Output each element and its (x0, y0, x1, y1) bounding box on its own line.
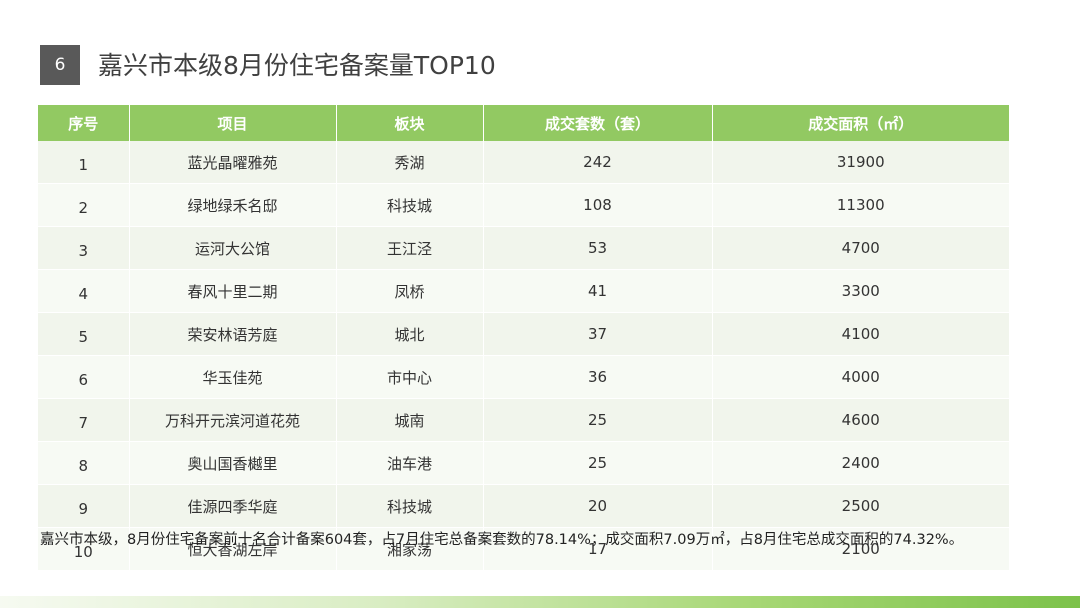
decorative-bottom-bar (0, 596, 1080, 608)
cell-units: 25 (483, 441, 713, 485)
cell-rank: 1 (38, 141, 130, 184)
table-row: 8 奥山国香樾里 油车港 25 2400 (38, 441, 1009, 485)
cell-rank: 9 (38, 484, 130, 528)
cell-project: 绿地绿禾名邸 (129, 183, 337, 227)
summary-note: 嘉兴市本级，8月份住宅备案前十名合计备案604套，占7月住宅总备案套数的78.1… (40, 532, 964, 548)
cell-area: 4100 (712, 312, 1009, 356)
cell-project: 春风十里二期 (129, 269, 337, 313)
cell-project: 蓝光晶曜雅苑 (129, 141, 337, 184)
header-project: 项目 (129, 105, 337, 141)
cell-rank: 5 (38, 312, 130, 356)
cell-district: 市中心 (336, 355, 484, 399)
ranking-table-container: 序号 项目 板块 成交套数（套） 成交面积（㎡） 1 蓝光晶曜雅苑 秀湖 242… (38, 105, 1009, 571)
cell-project: 佳源四季华庭 (129, 484, 337, 528)
table-row: 7 万科开元滨河道花苑 城南 25 4600 (38, 398, 1009, 442)
cell-units: 36 (483, 355, 713, 399)
slide-number-badge: 6 (40, 45, 80, 85)
cell-project: 恒大香湖左岸 (129, 527, 337, 571)
header-units: 成交套数（套） (483, 105, 713, 141)
cell-area: 2100 (712, 527, 1009, 571)
cell-rank: 6 (38, 355, 130, 399)
table-row: 2 绿地绿禾名邸 科技城 108 11300 (38, 183, 1009, 227)
cell-units: 53 (483, 226, 713, 270)
cell-district: 科技城 (336, 484, 484, 528)
cell-project: 运河大公馆 (129, 226, 337, 270)
cell-project: 万科开元滨河道花苑 (129, 398, 337, 442)
table-row: 3 运河大公馆 王江泾 53 4700 (38, 226, 1009, 270)
slide-number: 6 (54, 55, 66, 75)
cell-rank: 7 (38, 398, 130, 442)
cell-rank: 10 (38, 527, 130, 571)
cell-area: 4600 (712, 398, 1009, 442)
table-row: 1 蓝光晶曜雅苑 秀湖 242 31900 (38, 141, 1009, 184)
page-title: 嘉兴市本级8月份住宅备案量TOP10 (98, 51, 496, 80)
cell-district: 王江泾 (336, 226, 484, 270)
cell-district: 城北 (336, 312, 484, 356)
table-row: 9 佳源四季华庭 科技城 20 2500 (38, 484, 1009, 528)
cell-district: 科技城 (336, 183, 484, 227)
cell-rank: 2 (38, 183, 130, 227)
table-row: 5 荣安林语芳庭 城北 37 4100 (38, 312, 1009, 356)
ranking-table: 序号 项目 板块 成交套数（套） 成交面积（㎡） 1 蓝光晶曜雅苑 秀湖 242… (38, 105, 1009, 571)
cell-area: 2400 (712, 441, 1009, 485)
cell-units: 37 (483, 312, 713, 356)
cell-units: 41 (483, 269, 713, 313)
cell-district: 凤桥 (336, 269, 484, 313)
cell-rank: 8 (38, 441, 130, 485)
cell-district: 秀湖 (336, 141, 484, 184)
header-area: 成交面积（㎡） (712, 105, 1009, 141)
cell-rank: 3 (38, 226, 130, 270)
cell-units: 17 (483, 527, 713, 571)
cell-area: 11300 (712, 183, 1009, 227)
cell-units: 20 (483, 484, 713, 528)
table-row: 6 华玉佳苑 市中心 36 4000 (38, 355, 1009, 399)
table-row: 4 春风十里二期 凤桥 41 3300 (38, 269, 1009, 313)
cell-project: 华玉佳苑 (129, 355, 337, 399)
table-header-row: 序号 项目 板块 成交套数（套） 成交面积（㎡） (38, 105, 1009, 141)
cell-district: 城南 (336, 398, 484, 442)
cell-units: 108 (483, 183, 713, 227)
cell-project: 荣安林语芳庭 (129, 312, 337, 356)
cell-project: 奥山国香樾里 (129, 441, 337, 485)
cell-rank: 4 (38, 269, 130, 313)
cell-units: 242 (483, 141, 713, 184)
cell-area: 4000 (712, 355, 1009, 399)
cell-area: 2500 (712, 484, 1009, 528)
cell-district: 油车港 (336, 441, 484, 485)
header-rank: 序号 (38, 105, 130, 141)
header-district: 板块 (336, 105, 484, 141)
cell-district: 湘家荡 (336, 527, 484, 571)
cell-area: 3300 (712, 269, 1009, 313)
cell-area: 4700 (712, 226, 1009, 270)
table-row: 10 恒大香湖左岸 湘家荡 17 2100 (38, 527, 1009, 571)
cell-units: 25 (483, 398, 713, 442)
cell-area: 31900 (712, 141, 1009, 184)
